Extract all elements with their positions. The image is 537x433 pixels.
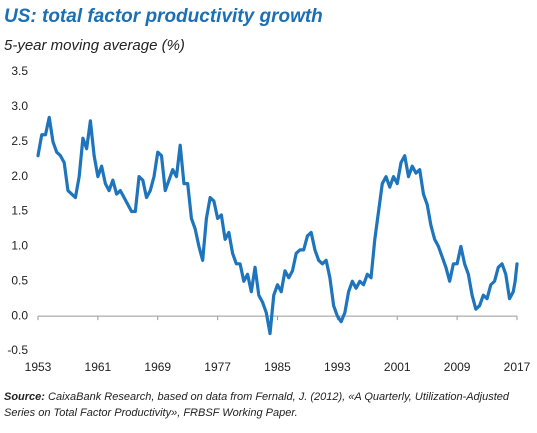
y-tick-label: 1.0 bbox=[11, 239, 28, 253]
source-label: Source: bbox=[4, 391, 45, 403]
x-tick-label: 1961 bbox=[85, 360, 112, 374]
y-tick-label: 3.0 bbox=[11, 99, 28, 113]
y-tick-label: 3.5 bbox=[11, 64, 28, 78]
chart-subtitle: 5-year moving average (%) bbox=[4, 37, 185, 54]
x-tick-label: 1977 bbox=[204, 360, 231, 374]
x-tick-label: 2001 bbox=[384, 360, 411, 374]
data-line bbox=[36, 115, 519, 336]
chart-title: US: total factor productivity growth bbox=[4, 6, 323, 27]
x-tick-label: 1985 bbox=[264, 360, 291, 374]
y-tick-label: 2.5 bbox=[11, 134, 28, 148]
x-tick-label: 2009 bbox=[444, 360, 471, 374]
y-tick-label: 0.5 bbox=[11, 273, 28, 287]
x-tick-label: 2017 bbox=[504, 360, 531, 374]
x-tick-label: 1993 bbox=[324, 360, 351, 374]
x-tick-label: 1953 bbox=[25, 360, 52, 374]
source-text: CaixaBank Research, based on data from F… bbox=[48, 391, 510, 403]
source-text: Series on Total Factor Productivity», FR… bbox=[4, 407, 298, 419]
y-tick-label: -0.5 bbox=[7, 343, 28, 357]
y-tick-label: 1.5 bbox=[11, 204, 28, 218]
source: Source: CaixaBank Research, based on dat… bbox=[4, 391, 510, 403]
y-tick-label: 0.0 bbox=[11, 308, 28, 322]
y-tick-label: 2.0 bbox=[11, 169, 28, 183]
x-tick-label: 1969 bbox=[144, 360, 171, 374]
